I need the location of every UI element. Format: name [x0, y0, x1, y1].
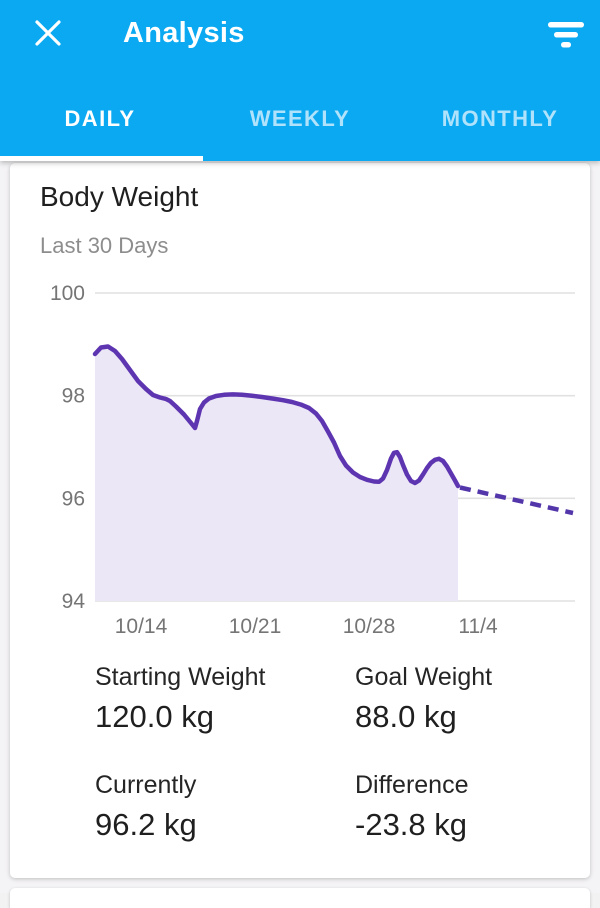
tab-monthly[interactable]: MONTHLY — [400, 72, 600, 161]
x-tick-1014: 10/14 — [115, 615, 168, 638]
tab-daily[interactable]: DAILY — [0, 72, 200, 161]
projection-dashed-line — [459, 485, 574, 516]
y-tick-100: 100 — [50, 282, 85, 305]
tab-bar: DAILY WEEKLY MONTHLY — [0, 72, 600, 161]
app-bar: Analysis DAILY WEEKLY MONTHLY — [0, 0, 600, 161]
card-title: Body Weight — [40, 181, 199, 212]
weight-line-series — [92, 344, 461, 489]
stat-goal-weight: Goal Weight 88.0 kg — [355, 663, 565, 735]
y-tick-94: 94 — [62, 590, 86, 613]
stat-label: Starting Weight — [95, 663, 266, 691]
stat-value: 120.0 kg — [95, 699, 214, 734]
tab-weekly-label: WEEKLY — [249, 105, 351, 131]
close-button[interactable] — [30, 17, 66, 53]
weight-chart: 100 98 96 94 10/14 10/21 10/28 11/4 — [10, 275, 590, 645]
stat-value: 96.2 kg — [95, 807, 197, 842]
body-weight-card: Body Weight Last 30 Days 100 98 96 94 10… — [10, 163, 590, 878]
weight-chart-svg: 100 98 96 94 10/14 10/21 10/28 11/4 — [50, 282, 575, 638]
stat-difference: Difference -23.8 kg — [355, 771, 565, 843]
filter-button[interactable] — [544, 14, 588, 58]
tab-daily-label: DAILY — [64, 105, 136, 131]
stat-value: 88.0 kg — [355, 699, 457, 734]
weight-area-fill — [95, 346, 458, 601]
y-tick-98: 98 — [62, 385, 85, 408]
stat-label: Goal Weight — [355, 663, 493, 691]
stat-currently: Currently 96.2 kg — [95, 771, 355, 843]
stat-label: Difference — [355, 771, 469, 799]
x-tick-1028: 10/28 — [343, 615, 396, 638]
next-card-top-edge — [10, 888, 590, 908]
tab-weekly[interactable]: WEEKLY — [200, 72, 400, 161]
stat-value: -23.8 kg — [355, 807, 468, 842]
app-bar-top-row: Analysis — [0, 0, 600, 72]
filter-list-icon — [546, 19, 586, 54]
close-icon — [35, 19, 61, 51]
x-tick-114: 11/4 — [458, 615, 498, 638]
card-subtitle: Last 30 Days — [40, 233, 169, 258]
stat-starting-weight: Starting Weight 120.0 kg — [95, 663, 355, 735]
stat-label: Currently — [95, 771, 197, 799]
active-tab-indicator — [0, 156, 203, 161]
page-title: Analysis — [123, 17, 245, 49]
stats-grid: Starting Weight 120.0 kg Goal Weight 88.… — [95, 663, 565, 843]
x-tick-1021: 10/21 — [229, 615, 282, 638]
y-tick-96: 96 — [62, 487, 85, 510]
tab-monthly-label: MONTHLY — [441, 105, 559, 131]
